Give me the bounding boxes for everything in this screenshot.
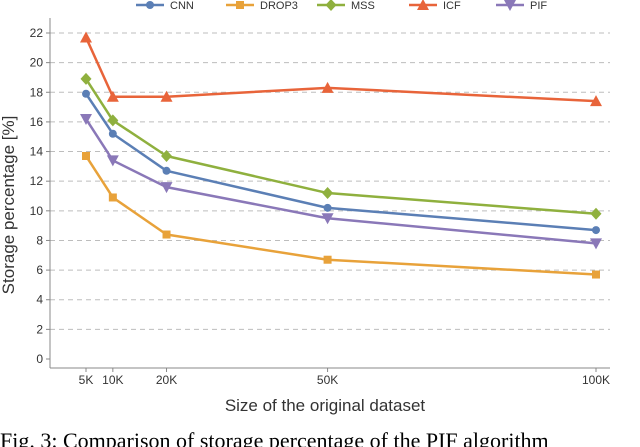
- line-chart: 0 2 4 6 8 10 12 14 16 18 20 22 5K 10K 20K 50K 100K CNN D…: [0, 0, 610, 415]
- figure-caption: Fig. 3: Comparison of storage percentage…: [0, 428, 549, 447]
- axes: [46, 18, 610, 372]
- y-tick-label: 20: [30, 56, 44, 70]
- data-point-drop3: [108, 193, 117, 202]
- legend-item-mss: MSS: [317, 0, 375, 12]
- data-point-mss: [322, 187, 334, 200]
- data-point-mss: [80, 72, 92, 85]
- y-tick-label: 10: [30, 204, 44, 218]
- data-point-icf: [80, 31, 92, 43]
- data-point-drop3: [323, 255, 332, 264]
- legend: CNN DROP3 MSS ICF PIF: [136, 0, 547, 12]
- x-axis-label: Size of the original dataset: [225, 396, 426, 415]
- y-tick-label: 16: [30, 115, 44, 129]
- data-point-mss: [161, 149, 173, 162]
- y-axis-label: Storage percentage [%]: [0, 116, 18, 295]
- y-tick-labels: 0 2 4 6 8 10 12 14 16 18 20 22: [30, 26, 44, 366]
- series-line-drop3: [84, 155, 597, 276]
- y-tick-label: 8: [36, 233, 43, 247]
- data-point-icf: [590, 95, 602, 107]
- data-point-cnn: [82, 89, 90, 98]
- data-point-icf: [106, 90, 119, 102]
- data-point-pif: [590, 238, 602, 250]
- gridlines: [50, 32, 610, 330]
- legend-label-mss: MSS: [351, 0, 375, 12]
- legend-marker-cnn: [146, 1, 154, 9]
- x-tick-label: 100K: [582, 373, 610, 387]
- data-point-cnn: [108, 129, 117, 138]
- y-tick-label: 12: [30, 174, 44, 188]
- data-point-drop3: [82, 151, 90, 160]
- y-tick-label: 18: [30, 85, 44, 99]
- data-point-icf: [160, 90, 173, 102]
- y-tick-label: 6: [36, 263, 43, 277]
- series-line-icf: [84, 36, 597, 103]
- y-tick-label: 4: [36, 293, 43, 307]
- x-tick-labels: 5K 10K 20K 50K 100K: [79, 373, 610, 387]
- legend-marker-pif: [504, 0, 516, 11]
- data-point-cnn: [162, 166, 171, 175]
- data-point-pif: [160, 182, 173, 194]
- series-line-cnn: [84, 93, 597, 232]
- legend-label-pif: PIF: [530, 0, 547, 12]
- data-point-cnn: [323, 203, 332, 212]
- legend-marker-mss: [325, 0, 337, 11]
- x-tick-label: 5K: [79, 373, 94, 387]
- data-point-mss: [107, 114, 119, 127]
- x-tick-label: 10K: [102, 373, 123, 387]
- data-point-pif: [80, 113, 92, 125]
- data-point-mss: [590, 207, 602, 220]
- legend-label-icf: ICF: [443, 0, 461, 12]
- y-tick-label: 14: [30, 145, 44, 159]
- legend-marker-icf: [417, 0, 429, 10]
- y-tick-label: 22: [30, 26, 44, 40]
- data-point-icf: [321, 81, 334, 93]
- series-lines: [80, 31, 602, 279]
- legend-item-cnn: CNN: [136, 0, 194, 12]
- legend-label-cnn: CNN: [170, 0, 194, 12]
- x-tick-label: 50K: [317, 373, 338, 387]
- legend-label-drop3: DROP3: [260, 0, 298, 12]
- data-point-drop3: [162, 230, 171, 239]
- y-tick-label: 0: [36, 352, 43, 366]
- data-point-drop3: [592, 270, 600, 279]
- data-point-cnn: [592, 226, 600, 235]
- data-point-pif: [106, 155, 119, 167]
- data-point-pif: [321, 213, 334, 225]
- legend-item-pif: PIF: [496, 0, 547, 12]
- y-tick-label: 2: [36, 322, 43, 336]
- legend-item-drop3: DROP3: [226, 0, 298, 12]
- legend-item-icf: ICF: [409, 0, 461, 12]
- legend-marker-drop3: [236, 1, 244, 9]
- x-tick-label: 20K: [156, 373, 177, 387]
